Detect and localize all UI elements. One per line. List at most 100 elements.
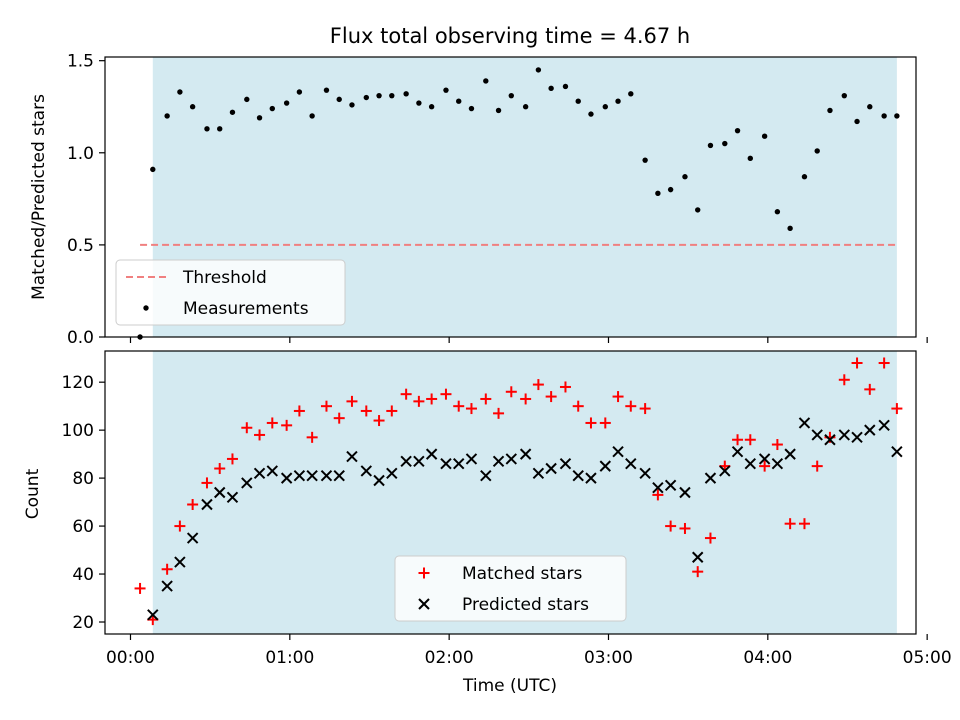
predicted-star-point — [585, 472, 597, 484]
matched-star-point — [254, 429, 266, 441]
predicted-star-point — [758, 453, 771, 465]
matched-star-point — [811, 460, 823, 472]
predicted-star-point-b — [253, 467, 266, 480]
predicted-star-point-b — [333, 470, 345, 482]
predicted-star-point-b — [744, 458, 757, 470]
measurement-point — [734, 127, 741, 134]
count-legend: Matched stars Predicted stars — [394, 555, 627, 622]
x-tick-label: 02:00 — [425, 648, 474, 668]
measurement-point — [628, 91, 634, 97]
ratio-y-axis: 0.0 0.5 1.0 1.5 — [67, 52, 105, 348]
matched-star-point — [214, 463, 226, 475]
measurement-point — [508, 92, 514, 99]
predicted-star-point — [333, 470, 345, 482]
predicted-star-point — [679, 486, 691, 499]
count-y-axis: 20 40 60 80 100 120 — [62, 373, 105, 633]
x-tick-label: 03:00 — [584, 648, 633, 668]
measurement-point — [468, 105, 475, 112]
predicted-star-point — [559, 458, 572, 470]
measurement-point — [881, 113, 887, 119]
matched-star-point — [505, 386, 517, 398]
predicted-star-point-b — [320, 470, 333, 482]
matched-star-point — [187, 498, 199, 510]
measurement-point — [389, 92, 395, 99]
predicted-star-point — [572, 470, 584, 482]
matched-star-point — [744, 434, 756, 446]
measurement-point — [894, 113, 900, 119]
measurement-point — [787, 225, 793, 232]
matched-star-point — [493, 407, 505, 419]
matched-star-point — [373, 415, 385, 427]
ratio-y-tick-label: 1.5 — [67, 52, 94, 72]
measurement-point — [827, 107, 833, 114]
matched-star-point — [453, 400, 465, 412]
matched-star-point — [784, 518, 796, 530]
measurement-point — [588, 111, 594, 117]
predicted-star-point — [824, 434, 836, 446]
x-tick-label: 04:00 — [743, 648, 792, 668]
matched-star-point — [360, 405, 372, 417]
predicted-star-point — [625, 458, 637, 470]
predicted-star-point — [453, 458, 465, 470]
predicted-star-point-b — [625, 458, 637, 470]
measurement-point — [283, 100, 290, 106]
matched-star-point — [692, 566, 704, 578]
predicted-star-point — [719, 465, 731, 477]
predicted-star-point — [731, 446, 744, 458]
legend-matched-label: Matched stars — [462, 564, 582, 584]
predicted-star-point-b — [505, 453, 518, 465]
matched-star-point — [413, 395, 425, 407]
predicted-star-point — [425, 448, 438, 460]
x-tick-label: 00:00 — [106, 648, 155, 668]
predicted-star-point — [664, 479, 677, 492]
predicted-star-point — [811, 429, 823, 441]
matched-star-point — [134, 582, 146, 594]
measurement-point — [309, 113, 315, 119]
predicted-star-point — [373, 474, 385, 487]
predicted-star-point — [652, 481, 664, 494]
ratio-plot-frame — [104, 56, 917, 338]
matched-star-point — [520, 393, 532, 405]
predicted-star-point — [599, 460, 612, 472]
count-points — [134, 357, 903, 626]
measurement-point — [443, 87, 449, 93]
matched-star-point — [665, 520, 677, 532]
matched-star-point — [704, 532, 716, 544]
predicted-star-point-b — [266, 465, 279, 477]
predicted-star-point-b — [704, 472, 717, 484]
measurement-point — [428, 104, 435, 110]
count-y-axis-label: Count — [23, 468, 43, 519]
measurement-point — [363, 94, 370, 101]
count-plot-frame — [104, 350, 917, 635]
legend-measurements-swatch — [143, 305, 149, 311]
measurement-point — [323, 87, 330, 93]
predicted-star-point-b — [545, 462, 557, 475]
predicted-star-point-b — [639, 467, 651, 480]
count-y-tick-label: 100 — [62, 421, 94, 441]
chart-title: Flux total observing time = 4.67 h — [330, 24, 690, 48]
legend-measurements-label: Measurements — [183, 299, 309, 319]
measurement-point — [722, 140, 728, 147]
count-y-tick-label: 20 — [72, 613, 94, 633]
x-axis-label: Time (UTC) — [462, 676, 557, 696]
predicted-star-point-b — [480, 470, 492, 482]
predicted-star-point — [771, 458, 784, 470]
measurement-point — [217, 126, 223, 132]
predicted-star-point — [878, 419, 890, 432]
predicted-star-point-b — [838, 429, 851, 441]
legend-threshold-label: Threshold — [182, 268, 267, 288]
matched-star-point — [266, 417, 278, 429]
predicted-star-point-b — [400, 455, 412, 468]
predicted-star-point-b — [585, 472, 597, 484]
measurement-point — [655, 190, 661, 197]
matched-star-point — [426, 393, 438, 405]
predicted-star-point-b — [161, 580, 173, 592]
matched-star-point — [346, 395, 358, 407]
matched-star-point — [320, 400, 332, 412]
predicted-star-point — [201, 498, 213, 511]
ratio-y-tick-label: 1.0 — [67, 144, 94, 164]
matched-star-point — [281, 419, 293, 431]
predicted-star-point — [186, 532, 199, 544]
ratio-y-tick-label: 0.0 — [67, 328, 94, 348]
matched-star-point — [440, 388, 452, 400]
